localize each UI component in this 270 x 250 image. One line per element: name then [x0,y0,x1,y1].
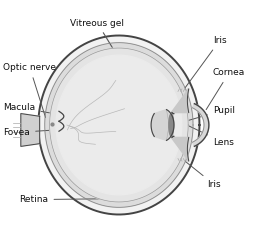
Polygon shape [45,43,193,207]
Polygon shape [151,110,174,140]
Polygon shape [38,36,200,214]
Text: Lens: Lens [174,119,234,147]
Text: Pupil: Pupil [175,106,235,124]
Text: Optic nerve: Optic nerve [4,63,56,118]
Polygon shape [171,136,189,161]
Polygon shape [21,114,40,146]
Text: Retina: Retina [19,195,103,204]
Polygon shape [50,48,188,202]
Text: Cornea: Cornea [206,68,245,110]
Text: Iris: Iris [185,36,227,88]
Text: Vitreous gel: Vitreous gel [70,18,130,77]
Polygon shape [56,55,182,195]
Text: Iris: Iris [185,162,221,189]
Text: Macula: Macula [4,103,52,113]
Polygon shape [171,89,189,114]
Text: Fovea: Fovea [4,128,52,137]
Polygon shape [192,104,209,146]
Ellipse shape [169,114,174,136]
